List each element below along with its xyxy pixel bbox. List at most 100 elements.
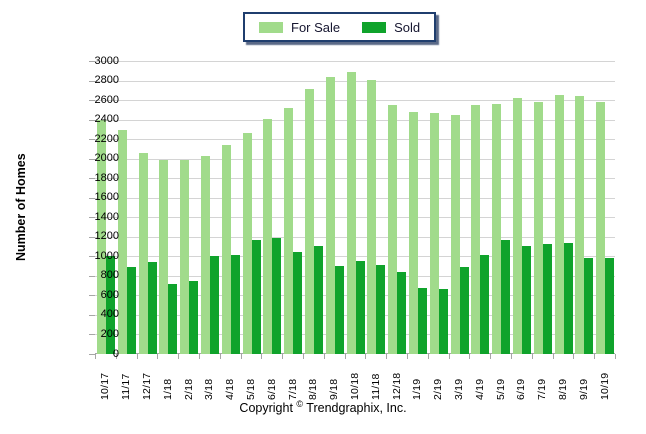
x-axis-tick bbox=[573, 354, 575, 359]
bar-sold bbox=[230, 254, 240, 354]
bar-sold bbox=[397, 271, 407, 354]
bar-for-sale bbox=[117, 130, 127, 354]
y-axis-label: 2600 bbox=[94, 93, 119, 106]
x-axis-label: 1/19 bbox=[411, 378, 424, 400]
x-axis-label: 4/19 bbox=[473, 378, 486, 400]
x-axis-label: 10/19 bbox=[598, 372, 611, 400]
x-axis-tick bbox=[199, 354, 200, 359]
y-axis-label: 400 bbox=[100, 308, 119, 321]
y-axis-label: 1000 bbox=[94, 249, 119, 262]
x-axis-label: 6/19 bbox=[515, 378, 528, 400]
gridline bbox=[95, 61, 615, 62]
bar-for-sale bbox=[97, 119, 106, 354]
x-axis-label: 9/19 bbox=[577, 378, 590, 400]
bar-for-sale bbox=[263, 119, 273, 354]
x-axis-tick bbox=[219, 354, 221, 359]
bar-for-sale bbox=[284, 108, 294, 354]
bar-for-sale bbox=[242, 132, 252, 354]
x-axis-label: 9/18 bbox=[328, 378, 341, 400]
x-axis-tick bbox=[552, 354, 554, 359]
bar-for-sale bbox=[429, 112, 439, 354]
x-axis-label: 2/18 bbox=[182, 378, 195, 400]
x-axis-tick bbox=[323, 354, 325, 359]
y-axis-tick bbox=[89, 119, 95, 121]
y-axis-tick bbox=[89, 100, 95, 102]
x-axis-label: 12/18 bbox=[390, 372, 403, 400]
x-axis-tick bbox=[136, 354, 138, 359]
copyright-suffix: Trendgraphix, Inc. bbox=[306, 401, 407, 416]
x-axis-label: 7/19 bbox=[536, 378, 549, 400]
x-axis-tick bbox=[594, 354, 596, 359]
y-axis-label: 200 bbox=[100, 327, 119, 340]
y-axis-label: 1400 bbox=[94, 210, 119, 223]
x-axis-label: 5/19 bbox=[494, 378, 507, 400]
bar-for-sale bbox=[596, 102, 606, 354]
copyright-prefix: Copyright bbox=[239, 401, 293, 416]
bar-for-sale bbox=[367, 80, 377, 354]
plot-area: 10/17 11/17 12/17 1/18 2/18 3/18 4/18 5/18 6/18 7… bbox=[89, 61, 616, 400]
x-axis-tick bbox=[490, 354, 492, 359]
bar-sold bbox=[584, 257, 594, 354]
bar-sold bbox=[501, 239, 511, 354]
y-axis-label: 2200 bbox=[94, 132, 119, 145]
y-axis-label: 800 bbox=[100, 269, 119, 282]
x-axis-label: 2/19 bbox=[432, 378, 445, 400]
bar-for-sale bbox=[325, 76, 335, 354]
x-axis-label: 10/18 bbox=[349, 372, 361, 400]
bar-sold bbox=[459, 267, 469, 354]
y-axis-label: 3000 bbox=[94, 54, 119, 67]
bar-for-sale bbox=[471, 105, 481, 354]
x-axis-label: 11/18 bbox=[369, 373, 382, 401]
x-axis-tick bbox=[427, 354, 429, 359]
y-axis-tick bbox=[89, 314, 95, 316]
x-axis-tick bbox=[178, 354, 180, 359]
y-axis-tick bbox=[89, 61, 95, 62]
y-axis-tick bbox=[89, 139, 95, 141]
x-axis-label: 3/19 bbox=[453, 378, 465, 400]
bar-sold bbox=[210, 256, 219, 354]
bar-for-sale bbox=[409, 111, 418, 354]
x-axis-label: 6/18 bbox=[265, 378, 278, 400]
bar-sold bbox=[189, 281, 199, 354]
chart-legend: For Sale Sold bbox=[243, 12, 437, 42]
x-axis-tick bbox=[531, 354, 533, 359]
legend-label: For Sale bbox=[291, 19, 341, 35]
y-axis-tick bbox=[89, 275, 95, 277]
bar-for-sale bbox=[554, 94, 564, 354]
copyright-symbol: © bbox=[296, 399, 304, 409]
copyright-text: Copyright © Trendgraphix, Inc. bbox=[0, 399, 646, 415]
legend-label: Sold bbox=[394, 19, 421, 35]
bar-sold bbox=[314, 245, 323, 354]
bar-sold bbox=[418, 287, 427, 354]
bar-for-sale bbox=[388, 104, 398, 354]
x-axis-tick bbox=[448, 354, 450, 359]
x-axis-tick bbox=[157, 354, 159, 359]
legend-item-for-sale: For Sale bbox=[259, 20, 340, 35]
bar-sold bbox=[480, 255, 490, 354]
bar-for-sale bbox=[221, 145, 231, 354]
x-axis-tick bbox=[511, 354, 512, 359]
bar-sold bbox=[563, 242, 573, 354]
y-axis-label: 1600 bbox=[94, 191, 119, 204]
x-axis-tick bbox=[261, 354, 263, 359]
y-axis-title: Number of Homes bbox=[14, 153, 28, 262]
y-axis-label: 2000 bbox=[94, 152, 119, 165]
x-axis-tick bbox=[344, 354, 346, 359]
x-axis-label: 3/18 bbox=[203, 378, 216, 400]
bar-sold bbox=[334, 266, 344, 354]
y-axis-label: 600 bbox=[100, 288, 119, 301]
x-axis-tick bbox=[95, 354, 96, 359]
x-axis-tick bbox=[469, 354, 471, 359]
x-axis-tick bbox=[615, 354, 616, 359]
bar-for-sale bbox=[346, 71, 356, 354]
bar-sold bbox=[376, 265, 386, 354]
x-axis-label: 7/18 bbox=[286, 378, 299, 400]
y-axis-tick bbox=[89, 80, 95, 82]
y-axis-tick bbox=[89, 217, 95, 219]
x-axis-label: 8/19 bbox=[557, 378, 569, 400]
bar-sold bbox=[106, 255, 115, 354]
x-axis-tick bbox=[115, 354, 117, 359]
bar-for-sale bbox=[513, 98, 522, 354]
bar-for-sale bbox=[180, 160, 190, 354]
y-axis-tick bbox=[89, 354, 95, 355]
